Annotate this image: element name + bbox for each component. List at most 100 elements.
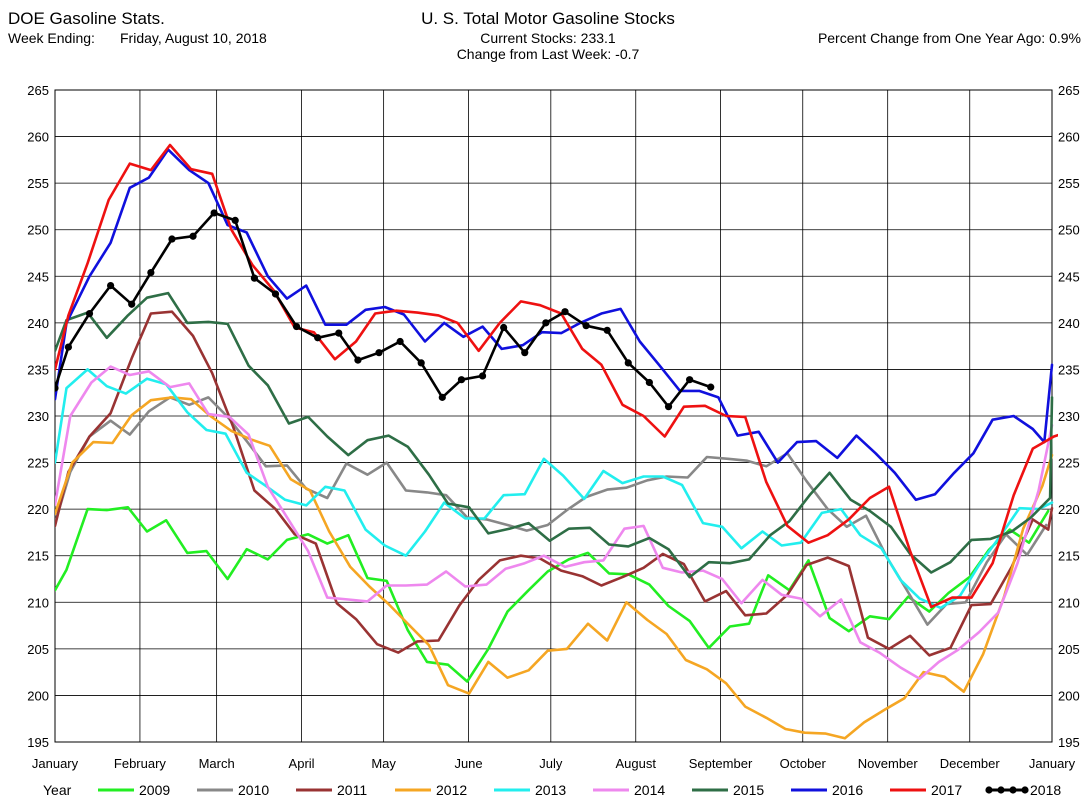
- data-point-2018: [64, 343, 73, 351]
- y-tick-label-left: 265: [27, 83, 49, 98]
- y-tick-label-right: 215: [1058, 549, 1080, 564]
- legend-label-2013: 2013: [535, 782, 566, 798]
- data-point-2018: [128, 300, 136, 308]
- series-line-2017: [55, 143, 1058, 609]
- series-line-2012: [55, 396, 1054, 740]
- data-point-2018: [168, 235, 176, 243]
- legend-label-2014: 2014: [634, 782, 665, 798]
- data-point-2018: [396, 337, 404, 346]
- series-line-2014: [55, 365, 1054, 680]
- data-point-2018: [603, 326, 611, 334]
- y-tick-label-right: 235: [1058, 362, 1080, 377]
- y-tick-label-left: 220: [27, 502, 49, 517]
- y-tick-label-left: 260: [27, 130, 49, 145]
- y-tick-label-right: 225: [1058, 456, 1080, 471]
- y-tick-label-left: 230: [27, 409, 49, 424]
- y-tick-label-left: 235: [27, 362, 49, 377]
- data-point-2018: [375, 349, 383, 357]
- data-point-2018: [500, 323, 508, 332]
- percent-change-one-year: Percent Change from One Year Ago: 0.9%: [817, 30, 1081, 46]
- y-tick-label-left: 215: [27, 549, 49, 564]
- series-line-2013: [55, 368, 1054, 610]
- data-point-2018: [314, 334, 322, 342]
- data-point-2018: [707, 383, 715, 391]
- data-point-2018: [542, 319, 550, 327]
- week-ending-label: Week Ending:: [8, 30, 95, 46]
- legend-marker-2018: [985, 786, 993, 794]
- y-tick-label-right: 195: [1058, 735, 1080, 750]
- x-month-label: May: [371, 756, 396, 771]
- y-tick-label-right: 240: [1058, 316, 1080, 331]
- chart-title: U. S. Total Motor Gasoline Stocks: [421, 9, 675, 28]
- data-point-2018: [189, 232, 197, 240]
- x-month-label: February: [114, 756, 167, 771]
- series-line-2010: [55, 396, 1048, 626]
- data-point-2018: [624, 359, 632, 367]
- series-line-2016: [55, 148, 1054, 502]
- y-tick-label-left: 200: [27, 688, 49, 703]
- change-from-last-week: Change from Last Week: -0.7: [456, 46, 640, 62]
- y-tick-label-right: 265: [1058, 83, 1080, 98]
- x-month-label: June: [454, 756, 482, 771]
- x-month-label: January: [1029, 756, 1076, 771]
- x-month-label: January: [32, 756, 79, 771]
- data-point-2018: [561, 308, 569, 316]
- data-point-2018: [292, 322, 301, 331]
- legend-title: Year: [43, 782, 72, 798]
- data-point-2018: [457, 376, 466, 384]
- x-month-label: August: [616, 756, 657, 771]
- data-point-2018: [417, 359, 425, 367]
- y-tick-label-right: 260: [1058, 130, 1080, 145]
- legend-label-2012: 2012: [436, 782, 467, 798]
- y-tick-label-right: 245: [1058, 269, 1080, 284]
- app-title: DOE Gasoline Stats.: [8, 9, 165, 28]
- legend-marker-2018: [1021, 786, 1029, 794]
- y-tick-label-right: 200: [1058, 688, 1080, 703]
- legend-marker-2018: [997, 786, 1005, 794]
- legend-label-2016: 2016: [832, 782, 863, 798]
- data-point-2018: [271, 290, 280, 298]
- y-tick-label-left: 205: [27, 642, 49, 657]
- x-month-label: October: [780, 756, 827, 771]
- legend-label-2015: 2015: [733, 782, 764, 798]
- data-point-2018: [478, 372, 487, 380]
- y-tick-label-right: 255: [1058, 176, 1080, 191]
- data-point-2018: [664, 403, 673, 411]
- series-line-2009: [55, 506, 1050, 683]
- y-tick-label-right: 230: [1058, 409, 1080, 424]
- y-tick-label-left: 210: [27, 595, 49, 610]
- data-point-2018: [85, 309, 94, 318]
- data-point-2018: [686, 376, 694, 384]
- y-tick-label-left: 195: [27, 735, 49, 750]
- x-month-label: July: [539, 756, 563, 771]
- x-month-label: April: [289, 756, 315, 771]
- data-point-2018: [231, 216, 239, 224]
- data-point-2018: [55, 384, 59, 392]
- data-point-2018: [107, 282, 115, 290]
- y-tick-label-left: 225: [27, 456, 49, 471]
- data-point-2018: [210, 209, 218, 217]
- y-tick-label-left: 250: [27, 223, 49, 238]
- y-tick-label-right: 205: [1058, 642, 1080, 657]
- data-point-2018: [354, 356, 362, 364]
- x-month-label: December: [940, 756, 1001, 771]
- data-point-2018: [250, 274, 258, 282]
- legend-label-2010: 2010: [238, 782, 269, 798]
- legend-label-2018: 2018: [1030, 782, 1061, 798]
- x-month-label: November: [858, 756, 919, 771]
- current-stocks: Current Stocks: 233.1: [480, 30, 616, 46]
- data-point-2018: [645, 378, 653, 387]
- legend-label-2017: 2017: [931, 782, 962, 798]
- legend-label-2011: 2011: [337, 782, 367, 798]
- week-ending-value: Friday, August 10, 2018: [120, 30, 267, 46]
- legend-label-2009: 2009: [139, 782, 170, 798]
- x-month-label: March: [199, 756, 235, 771]
- y-tick-label-left: 240: [27, 316, 49, 331]
- y-tick-label-right: 250: [1058, 223, 1080, 238]
- legend-marker-2018: [1009, 786, 1017, 794]
- data-point-2018: [521, 349, 529, 357]
- data-point-2018: [438, 393, 446, 401]
- data-point-2018: [582, 322, 590, 330]
- series-line-2015: [55, 291, 1054, 579]
